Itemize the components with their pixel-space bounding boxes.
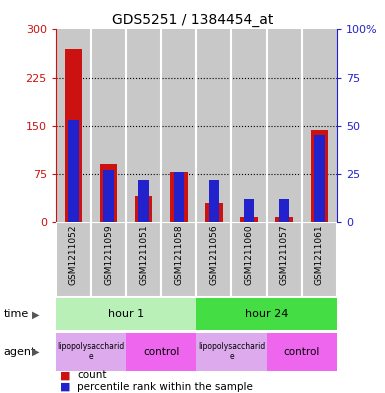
Text: lipopolysaccharid
e: lipopolysaccharid e	[198, 342, 265, 362]
Bar	[103, 170, 114, 222]
Bar	[231, 222, 266, 297]
Text: agent: agent	[4, 347, 36, 357]
Bar	[266, 29, 302, 222]
Bar	[91, 222, 126, 297]
Bar	[138, 180, 149, 222]
Text: ■: ■	[60, 382, 70, 392]
Bar	[311, 130, 328, 222]
Bar	[65, 49, 82, 222]
Text: GSM1211060: GSM1211060	[244, 224, 254, 285]
Bar	[56, 29, 91, 222]
Text: lipopolysaccharid
e: lipopolysaccharid e	[57, 342, 125, 362]
Text: GDS5251 / 1384454_at: GDS5251 / 1384454_at	[112, 13, 273, 27]
Bar	[56, 333, 126, 371]
Bar	[161, 222, 196, 297]
Bar	[205, 203, 223, 222]
Bar	[68, 120, 79, 222]
Text: control: control	[284, 347, 320, 357]
Text: ▶: ▶	[32, 309, 40, 320]
Text: GSM1211052: GSM1211052	[69, 224, 78, 285]
Text: control: control	[143, 347, 179, 357]
Bar	[209, 180, 219, 222]
Bar	[302, 222, 337, 297]
Bar	[275, 217, 293, 222]
Bar	[126, 222, 161, 297]
Text: ■: ■	[60, 370, 70, 380]
Bar	[56, 299, 196, 330]
Bar	[196, 29, 231, 222]
Bar	[244, 199, 254, 222]
Bar	[302, 29, 337, 222]
Text: count: count	[77, 370, 107, 380]
Text: time: time	[4, 309, 29, 320]
Bar	[231, 29, 266, 222]
Bar	[100, 164, 117, 222]
Text: percentile rank within the sample: percentile rank within the sample	[77, 382, 253, 392]
Bar	[174, 172, 184, 222]
Bar	[196, 299, 337, 330]
Text: GSM1211056: GSM1211056	[209, 224, 218, 285]
Bar	[56, 222, 91, 297]
Bar	[135, 196, 152, 222]
Bar	[161, 29, 196, 222]
Text: GSM1211059: GSM1211059	[104, 224, 113, 285]
Text: ▶: ▶	[32, 347, 40, 357]
Bar	[240, 217, 258, 222]
Bar	[314, 135, 325, 222]
Bar	[170, 172, 187, 222]
Bar	[126, 333, 196, 371]
Bar	[196, 222, 231, 297]
Text: GSM1211061: GSM1211061	[315, 224, 324, 285]
Bar	[266, 222, 302, 297]
Bar	[91, 29, 126, 222]
Bar	[266, 333, 337, 371]
Text: GSM1211058: GSM1211058	[174, 224, 183, 285]
Text: hour 1: hour 1	[108, 309, 144, 320]
Text: hour 24: hour 24	[245, 309, 288, 320]
Text: GSM1211057: GSM1211057	[280, 224, 289, 285]
Text: GSM1211051: GSM1211051	[139, 224, 148, 285]
Bar	[279, 199, 290, 222]
Bar	[196, 333, 266, 371]
Bar	[126, 29, 161, 222]
